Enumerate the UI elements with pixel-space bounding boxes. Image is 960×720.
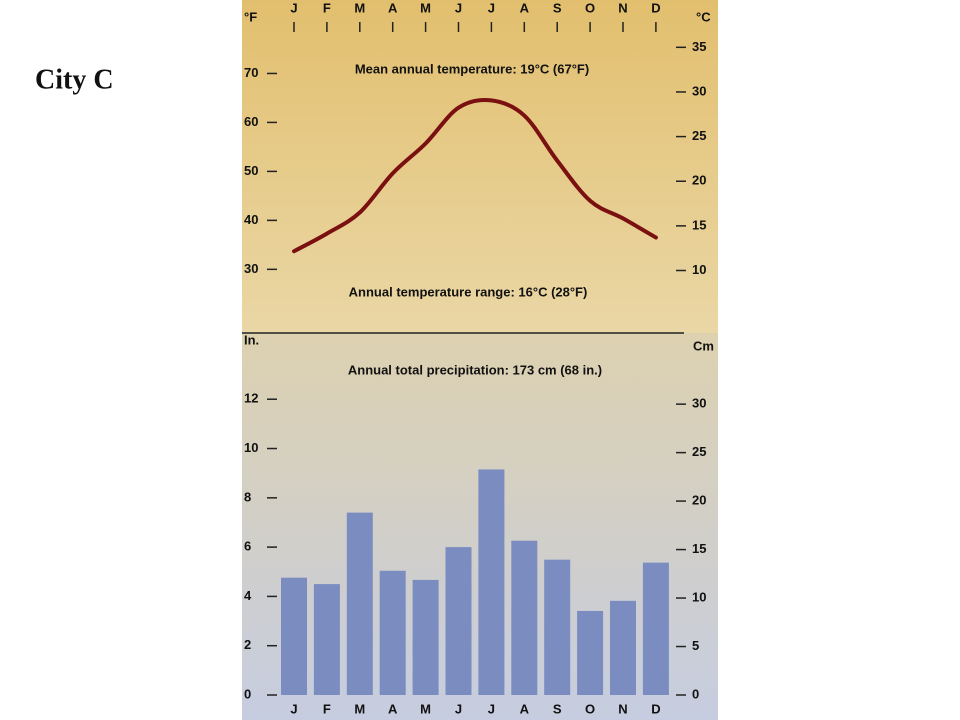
x-tick-label: J: [455, 0, 462, 15]
y2-tick-label: 30: [692, 83, 706, 98]
x-tick-label: M: [354, 701, 365, 716]
annotation: Annual temperature range: 16°C (28°F): [349, 284, 588, 299]
y-tick-label: 0: [244, 686, 251, 701]
y2-tick-label: 10: [692, 262, 706, 277]
bar: [642, 562, 669, 695]
x-tick-label: F: [323, 0, 331, 15]
x-tick-label: A: [520, 0, 530, 15]
bar: [544, 559, 571, 695]
x-tick-label: N: [618, 0, 627, 15]
y-tick-label: 30: [244, 261, 258, 276]
y-axis-label: In.: [244, 332, 259, 347]
y-tick-label: 40: [244, 212, 258, 227]
x-tick-label: N: [618, 701, 627, 716]
x-tick-label: J: [290, 701, 297, 716]
bar: [610, 600, 636, 695]
y-tick-label: 2: [244, 637, 251, 652]
bar: [313, 584, 340, 695]
x-tick-label: M: [420, 0, 431, 15]
y2-tick-label: 15: [692, 217, 706, 232]
x-tick-label: S: [553, 701, 562, 716]
bar: [577, 610, 604, 695]
x-tick-label: A: [388, 0, 398, 15]
annotation: Annual total precipitation: 173 cm (68 i…: [348, 362, 602, 377]
bar: [281, 577, 307, 695]
y2-tick-label: 15: [692, 541, 706, 556]
y2-axis-label: °C: [696, 9, 711, 24]
y2-tick-label: 25: [692, 128, 706, 143]
annotation: Mean annual temperature: 19°C (67°F): [355, 61, 589, 76]
y2-tick-label: 20: [692, 493, 706, 508]
y-tick-label: 4: [244, 588, 252, 603]
y2-tick-label: 25: [692, 444, 706, 459]
x-tick-label: F: [323, 701, 331, 716]
y-tick-label: 50: [244, 163, 258, 178]
temperature-panel: [242, 0, 718, 333]
x-tick-label: J: [488, 0, 495, 15]
y-tick-label: 12: [244, 391, 258, 406]
x-tick-label: O: [585, 701, 595, 716]
x-tick-label: D: [651, 701, 660, 716]
bar: [511, 540, 538, 695]
y2-tick-label: 0: [692, 686, 699, 701]
y-tick-label: 6: [244, 539, 251, 554]
x-tick-label: S: [553, 0, 562, 15]
x-tick-label: J: [488, 701, 495, 716]
temperature-line: [292, 97, 658, 254]
x-tick-label: J: [455, 701, 462, 716]
y2-tick-label: 5: [692, 638, 699, 653]
bar: [379, 570, 406, 695]
bar: [346, 512, 373, 695]
x-tick-label: D: [651, 0, 660, 15]
page-title: City C: [35, 64, 114, 95]
bar: [478, 469, 505, 695]
y2-tick-label: 10: [692, 589, 706, 604]
bar: [412, 579, 439, 695]
x-tick-label: A: [388, 701, 398, 716]
x-tick-label: J: [290, 0, 297, 15]
y-tick-label: 10: [244, 440, 258, 455]
y-axis-label: °F: [244, 9, 257, 24]
y2-axis-label: Cm: [693, 338, 714, 353]
y2-tick-label: 30: [692, 396, 706, 411]
x-tick-label: A: [520, 701, 530, 716]
x-tick-label: O: [585, 0, 595, 15]
x-tick-label: M: [354, 0, 365, 15]
y2-tick-label: 20: [692, 173, 706, 188]
y-tick-label: 8: [244, 489, 251, 504]
y-tick-label: 60: [244, 114, 258, 129]
y-tick-label: 70: [244, 65, 258, 80]
bar: [445, 547, 472, 695]
y2-tick-label: 35: [692, 39, 706, 54]
x-tick-label: M: [420, 701, 431, 716]
